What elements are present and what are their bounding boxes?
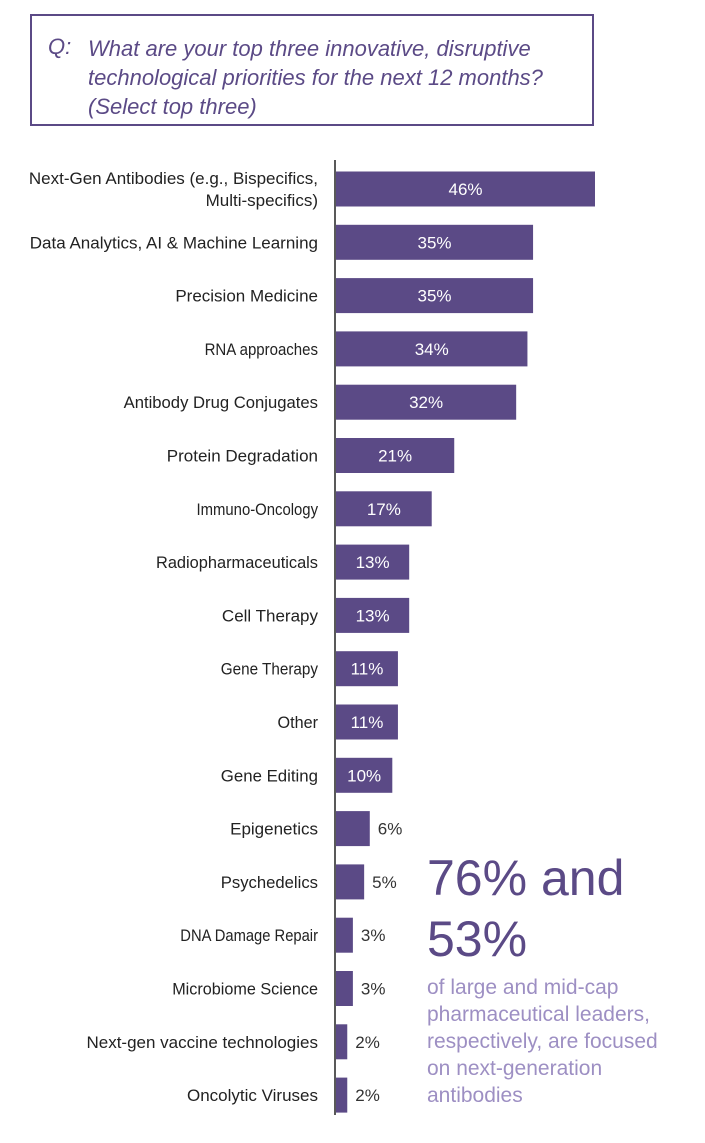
bar bbox=[336, 438, 455, 473]
data-label: 10% bbox=[347, 766, 381, 785]
data-label: 13% bbox=[356, 606, 390, 625]
data-label: 3% bbox=[361, 926, 386, 945]
data-label: 46% bbox=[448, 180, 482, 199]
data-label: 2% bbox=[355, 1033, 380, 1052]
bar bbox=[336, 171, 595, 207]
bar bbox=[336, 971, 353, 1006]
bar bbox=[336, 864, 365, 900]
question-text: What are your top three innovative, disr… bbox=[88, 36, 543, 119]
category-label: Precision Medicine bbox=[175, 287, 318, 306]
bar bbox=[336, 278, 534, 314]
bar bbox=[336, 224, 534, 260]
category-label: Gene Therapy bbox=[221, 660, 319, 679]
category-label: Radiopharmaceuticals bbox=[156, 553, 318, 572]
bar bbox=[336, 331, 528, 367]
category-label: Microbiome Science bbox=[172, 980, 318, 999]
data-label: 13% bbox=[356, 553, 390, 572]
category-label: Immuno-Oncology bbox=[197, 500, 319, 519]
category-label: Data Analytics, AI & Machine Learning bbox=[30, 233, 318, 252]
data-label: 32% bbox=[409, 393, 443, 412]
category-label: DNA Damage Repair bbox=[180, 926, 318, 945]
callout-headline: 76% and 53% bbox=[427, 850, 625, 967]
data-label: 2% bbox=[355, 1086, 380, 1105]
data-label: 6% bbox=[378, 820, 403, 839]
category-label: Next-gen vaccine technologies bbox=[86, 1033, 318, 1052]
callout: 76% and 53% of large and mid-cap pharmac… bbox=[427, 848, 697, 1109]
bar bbox=[336, 597, 410, 633]
bar bbox=[336, 917, 353, 953]
category-label: Cell Therapy bbox=[222, 606, 319, 625]
bar bbox=[336, 651, 398, 687]
bar bbox=[336, 384, 517, 420]
question-prefix: Q: bbox=[48, 34, 72, 59]
bar bbox=[336, 1077, 348, 1113]
bar bbox=[336, 491, 432, 527]
data-label: 35% bbox=[418, 233, 452, 252]
category-label: RNA approaches bbox=[205, 340, 318, 359]
data-label: 34% bbox=[415, 340, 449, 359]
data-label: 3% bbox=[361, 980, 386, 999]
category-label: Multi-specifics) bbox=[206, 191, 318, 210]
data-label: 21% bbox=[378, 447, 412, 466]
data-label: 35% bbox=[418, 287, 452, 306]
data-label: 11% bbox=[351, 660, 384, 679]
bar bbox=[336, 1024, 348, 1060]
bar bbox=[336, 544, 410, 580]
category-label: Protein Degradation bbox=[167, 447, 318, 466]
bar bbox=[336, 757, 393, 793]
data-label: 11% bbox=[351, 713, 384, 732]
bar bbox=[336, 704, 398, 740]
question-box: Q: What are your top three innovative, d… bbox=[30, 14, 594, 126]
bar bbox=[336, 811, 370, 847]
category-label: Other bbox=[278, 713, 319, 732]
category-label: Oncolytic Viruses bbox=[187, 1086, 318, 1105]
callout-subtext: of large and mid-cap pharmaceutical lead… bbox=[427, 976, 658, 1107]
category-label: Epigenetics bbox=[230, 820, 318, 839]
category-label: Antibody Drug Conjugates bbox=[124, 393, 318, 412]
category-label: Psychedelics bbox=[221, 873, 318, 892]
category-label: Next-Gen Antibodies (e.g., Bispecifics, bbox=[29, 169, 318, 188]
category-label: Gene Editing bbox=[221, 766, 318, 785]
data-label: 5% bbox=[372, 873, 397, 892]
data-label: 17% bbox=[367, 500, 401, 519]
